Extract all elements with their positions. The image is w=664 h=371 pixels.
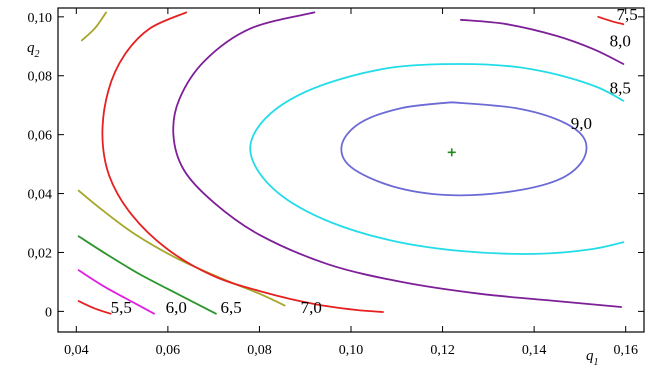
contour-line <box>101 11 384 313</box>
x-tick-label: 0,06 <box>156 343 181 358</box>
x-tick-label: 0,14 <box>522 343 547 358</box>
y-tick-label: 0 <box>45 305 52 320</box>
contour-level-label: 8,0 <box>610 31 631 50</box>
x-axis-label: q1 <box>586 348 599 368</box>
contour-line <box>340 101 588 197</box>
y-tick-label: 0,04 <box>28 188 53 203</box>
contour-level-label: 9,0 <box>571 114 592 133</box>
contour-line <box>77 300 112 315</box>
contour-line <box>80 11 107 42</box>
x-tick-label: 0,12 <box>430 343 455 358</box>
y-tick-label: 0,06 <box>28 129 53 144</box>
contour-level-label: 8,5 <box>610 78 631 97</box>
contour-lines <box>77 11 625 315</box>
axis-ticks: 0,04 0,06 0,08 0,10 0,12 0,14 0,16 0 0,02 0,04 0,0… <box>28 8 644 358</box>
contour-level-label: 6,0 <box>166 298 187 317</box>
contour-level-label: 7,0 <box>301 298 322 317</box>
plot-frame <box>57 7 645 333</box>
x-tick-label: 0,08 <box>247 343 272 358</box>
axis-labels: q2 q1 <box>27 40 599 368</box>
contour-level-label: 5,5 <box>111 298 132 317</box>
x-tick-label: 0,16 <box>613 343 638 358</box>
contour-line <box>77 269 155 315</box>
y-tick-label: 0,02 <box>28 246 53 261</box>
contour-line <box>77 189 286 307</box>
x-tick-label: 0,10 <box>339 343 364 358</box>
optimum-marker <box>447 148 456 157</box>
contour-labels: 5,5 6,0 6,5 7,0 7,5 8,0 8,5 9,0 <box>111 5 638 317</box>
x-tick-label: 0,04 <box>64 343 89 358</box>
contour-line <box>77 235 217 315</box>
contour-level-label: 6,5 <box>221 298 242 317</box>
y-axis-label: q2 <box>27 40 40 60</box>
contour-line <box>172 11 622 308</box>
contour-level-label: 7,5 <box>617 5 638 24</box>
contour-line <box>597 15 625 26</box>
y-tick-label: 0,10 <box>28 11 53 26</box>
contour-line <box>249 63 625 255</box>
contour-line <box>460 18 625 65</box>
y-tick-label: 0,08 <box>28 70 53 85</box>
